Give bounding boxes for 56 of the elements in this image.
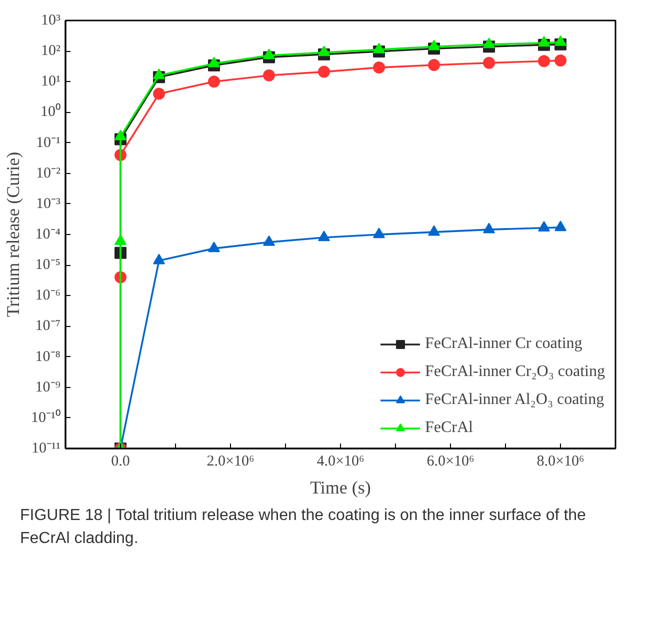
y-tick-label: 10⁻⁷ (35, 318, 61, 334)
legend-label: FeCrAl (424, 419, 473, 437)
y-axis-title: Tritium release (Curie) (3, 152, 24, 318)
y-tick-label: 10⁻¹⁰ (31, 408, 61, 426)
point (114, 130, 126, 140)
x-tick-label: 2.0×10⁶ (206, 454, 254, 470)
legend-label: FeCrAl-inner Al₂O₃ coating (424, 391, 604, 409)
point (263, 235, 275, 246)
point (318, 230, 330, 242)
y-tick-label: 10⁻¹¹ (32, 440, 61, 456)
x-tick-label: 4.0×10⁶ (316, 454, 364, 470)
point (483, 56, 495, 69)
caption: FIGURE 18 | Total tritium release when the coating is on the inner surface of the FeCrAl cladding. (20, 506, 587, 549)
point (428, 40, 440, 50)
point (554, 220, 566, 232)
point (153, 88, 165, 100)
point (373, 62, 385, 74)
point (373, 42, 385, 54)
point (373, 228, 385, 238)
point (428, 225, 440, 236)
point (318, 46, 330, 56)
legend-label: FeCrAl-inner Cr₂O₃ coating (424, 363, 605, 381)
x-axis-title: Time (s) (310, 478, 371, 498)
point (483, 38, 495, 48)
point (208, 76, 220, 88)
x-tick-label: 8.0×10⁶ (536, 454, 584, 470)
y-tick-label: 10⁻⁸ (35, 348, 61, 365)
y-tick-label: 10⁻¹ (36, 134, 61, 151)
point (153, 68, 165, 80)
y-tick-label: 10⁻⁵ (35, 257, 61, 274)
point (554, 35, 566, 46)
y-tick-label: 10⁻⁹ (35, 379, 61, 396)
y-tick-label: 10¹ (41, 74, 61, 90)
y-tick-label: 10⁻³ (36, 196, 62, 212)
point (114, 234, 126, 245)
point (483, 222, 495, 234)
point (208, 56, 220, 68)
point (538, 36, 550, 47)
y-tick-label: 10² (41, 43, 62, 60)
y-tick-label: 10⁻⁴ (35, 226, 61, 242)
point (538, 55, 550, 68)
y-tick-label: 10³ (41, 12, 62, 28)
y-tick-label: 10⁻⁶ (35, 288, 61, 304)
point (153, 254, 165, 264)
y-tick-label: 10⁰ (40, 103, 60, 120)
point (428, 59, 440, 71)
legend-label: FeCrAl-inner Cr coating (424, 335, 582, 353)
x-tick-label: 0.0 (111, 454, 130, 470)
y-tick-label: 10⁻² (36, 165, 62, 182)
x-tick-label: 6.0×10⁶ (426, 454, 474, 470)
point (538, 221, 550, 232)
point (208, 242, 220, 252)
point (263, 48, 275, 60)
point (318, 66, 330, 78)
point (554, 54, 566, 67)
point (263, 69, 275, 82)
